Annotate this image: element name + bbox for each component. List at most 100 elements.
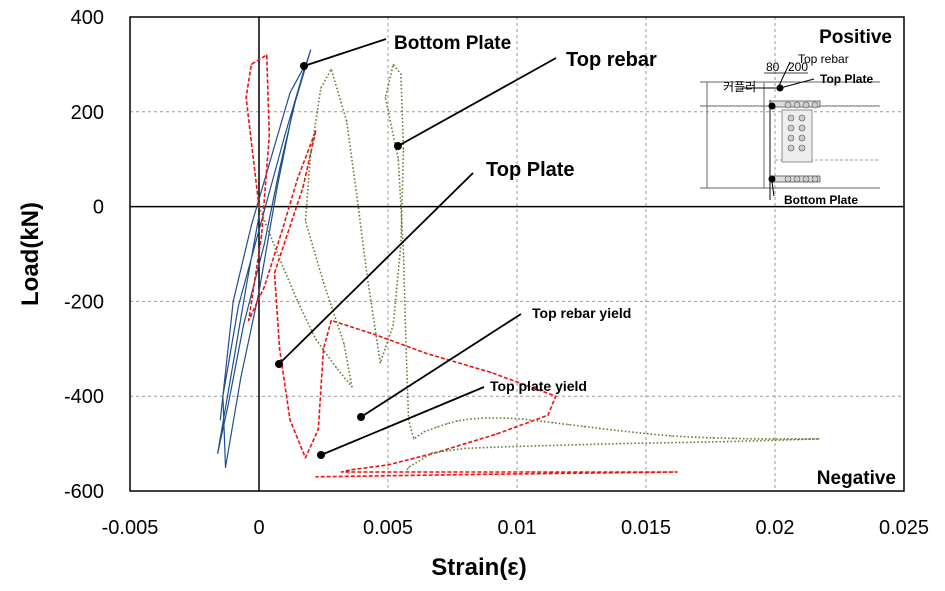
series-2-point-37: [568, 424, 570, 426]
inset-leader-top-plate: [779, 78, 815, 89]
inset-label-bottom-plate: Bottom Plate: [784, 193, 858, 207]
series-1-point-7: [263, 286, 265, 288]
series-1-point-32: [676, 471, 678, 473]
series-2-point-35: [537, 420, 539, 422]
series-0-point-16: [224, 466, 227, 468]
series-2-point-10: [320, 87, 322, 89]
series-2-point-13: [356, 196, 358, 198]
series-0-point-6: [263, 243, 265, 246]
y-tick-label-3: -200: [64, 291, 104, 313]
label-positive: Positive: [819, 27, 892, 48]
series-0-point-25: [232, 300, 234, 302]
inset-label-top-rebar: Top rebar: [798, 52, 849, 66]
series-0-point-1: [245, 286, 247, 288]
inset-marker-top-plate: [768, 102, 776, 110]
series-2-point-34: [521, 418, 523, 420]
series-1-point-24: [547, 414, 549, 416]
series-2-point-22: [397, 158, 399, 160]
series-2-point-39: [599, 427, 601, 429]
inset-leader-bottom-plate: [771, 181, 775, 197]
x-tick-label-2: 0.005: [363, 517, 413, 539]
series-2-point-11: [330, 68, 332, 70]
leader-bottom-plate: [303, 38, 387, 67]
series-2-point-52: [722, 441, 725, 443]
series-2-point-48: [774, 438, 776, 440]
series-2-point-58: [431, 452, 433, 454]
series-line-1: [245, 54, 678, 478]
leader-top-rebar-yield: [360, 313, 522, 418]
inset-label-coupler: 커플러: [723, 80, 756, 94]
series-2-point-23: [402, 253, 405, 255]
series-2-point-43: [671, 435, 673, 437]
series-0-point-20: [291, 111, 294, 113]
marker-bottom-plate: [300, 62, 308, 70]
grid-lines: [130, 17, 904, 491]
series-0-point-14: [237, 305, 239, 307]
series-0-point-17: [240, 376, 242, 378]
series-2-point-6: [343, 343, 345, 345]
inset-marker-bottom-plate: [768, 175, 776, 183]
series-1-point-12: [273, 272, 276, 274]
series-0-point-5: [242, 324, 245, 326]
label-top-rebar-yield: Top rebar yield: [532, 305, 631, 321]
series-2-point-12: [346, 120, 348, 122]
series-1-point-34: [315, 476, 317, 478]
connection-detail-inset: 80 200 Top rebar Top Plate 커플러 Bottom Pl…: [700, 52, 880, 207]
series-2-point-57: [464, 447, 466, 449]
series-1-point-4: [268, 134, 270, 137]
series-1-point-25: [495, 433, 497, 435]
series-2-point-60: [405, 471, 407, 473]
x-tick-label-6: 0.025: [879, 517, 929, 539]
series-2-point-5: [351, 386, 353, 388]
tick-labels: -0.005 0 0.005 0.01 0.015 0.02 0.025 400 200 0 -20…: [64, 7, 929, 539]
series-2-point-54: [619, 443, 621, 445]
series-0-point-7: [279, 168, 281, 170]
leader-top-plate: [278, 172, 474, 365]
series-1-point-11: [302, 187, 304, 189]
series-0-point-24: [250, 225, 252, 227]
series-0-point-23: [268, 163, 270, 165]
series-2-point-0: [258, 206, 260, 208]
y-tick-label-4: -400: [64, 386, 104, 408]
label-bottom-plate: Bottom Plate: [394, 33, 511, 54]
series-1-point-31: [529, 471, 531, 473]
inset-leader-top-rebar: [777, 61, 791, 89]
series-1-point-15: [304, 457, 306, 459]
x-tick-label-5: 0.02: [756, 517, 795, 539]
y-tick-label-2: 0: [93, 197, 104, 219]
series-2-point-24: [405, 348, 407, 350]
series-1-point-8: [281, 229, 283, 231]
series-1-point-29: [341, 471, 343, 473]
series-2-point-59: [408, 466, 410, 468]
series-2-point-9: [310, 153, 312, 156]
series-1-point-28: [351, 469, 353, 471]
series-2-point-19: [400, 73, 402, 75]
series-1-point-14: [289, 419, 291, 421]
series-0-point-12: [268, 191, 270, 193]
series-2-point-46: [733, 437, 735, 439]
series-0-point-26: [219, 419, 221, 421]
label-negative: Negative: [817, 468, 896, 489]
x-tick-label-3: 0.01: [498, 517, 537, 539]
x-axis-title: Strain(ε): [431, 554, 526, 581]
x-tick-label-1: 0: [253, 517, 264, 539]
series-0-point-8: [294, 101, 296, 103]
series-0-point-13: [253, 248, 255, 250]
marker-top-plate-yield: [317, 451, 325, 459]
series-2-point-8: [304, 220, 306, 222]
series-2-point-20: [392, 63, 394, 65]
series-1-point-19: [374, 334, 376, 336]
series-2-point-18: [402, 149, 405, 151]
marker-top-plate: [275, 360, 283, 368]
series-0-point-2: [232, 362, 234, 364]
series-2-point-41: [632, 431, 634, 433]
series-2-point-49: [795, 438, 797, 440]
series-0-point-4: [227, 405, 229, 407]
inset-marker-top-rebar: [776, 84, 784, 92]
series-2-point-50: [818, 438, 820, 440]
series-2-point-16: [392, 324, 394, 326]
series-2-point-25: [408, 419, 410, 421]
marker-top-rebar: [394, 142, 402, 150]
x-tick-label-4: 0.015: [621, 517, 671, 539]
